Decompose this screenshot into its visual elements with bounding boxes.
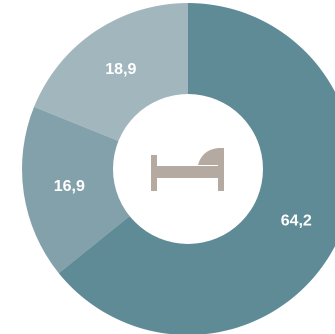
slice-label-3: 18,9 <box>105 61 136 78</box>
slice-labels: 64,2 16,9 18,9 <box>54 61 312 229</box>
bed-icon <box>151 148 224 191</box>
slice-label-2: 16,9 <box>54 178 85 195</box>
slice-label-1: 64,2 <box>281 212 312 229</box>
pie-slice-2 <box>21 106 188 274</box>
